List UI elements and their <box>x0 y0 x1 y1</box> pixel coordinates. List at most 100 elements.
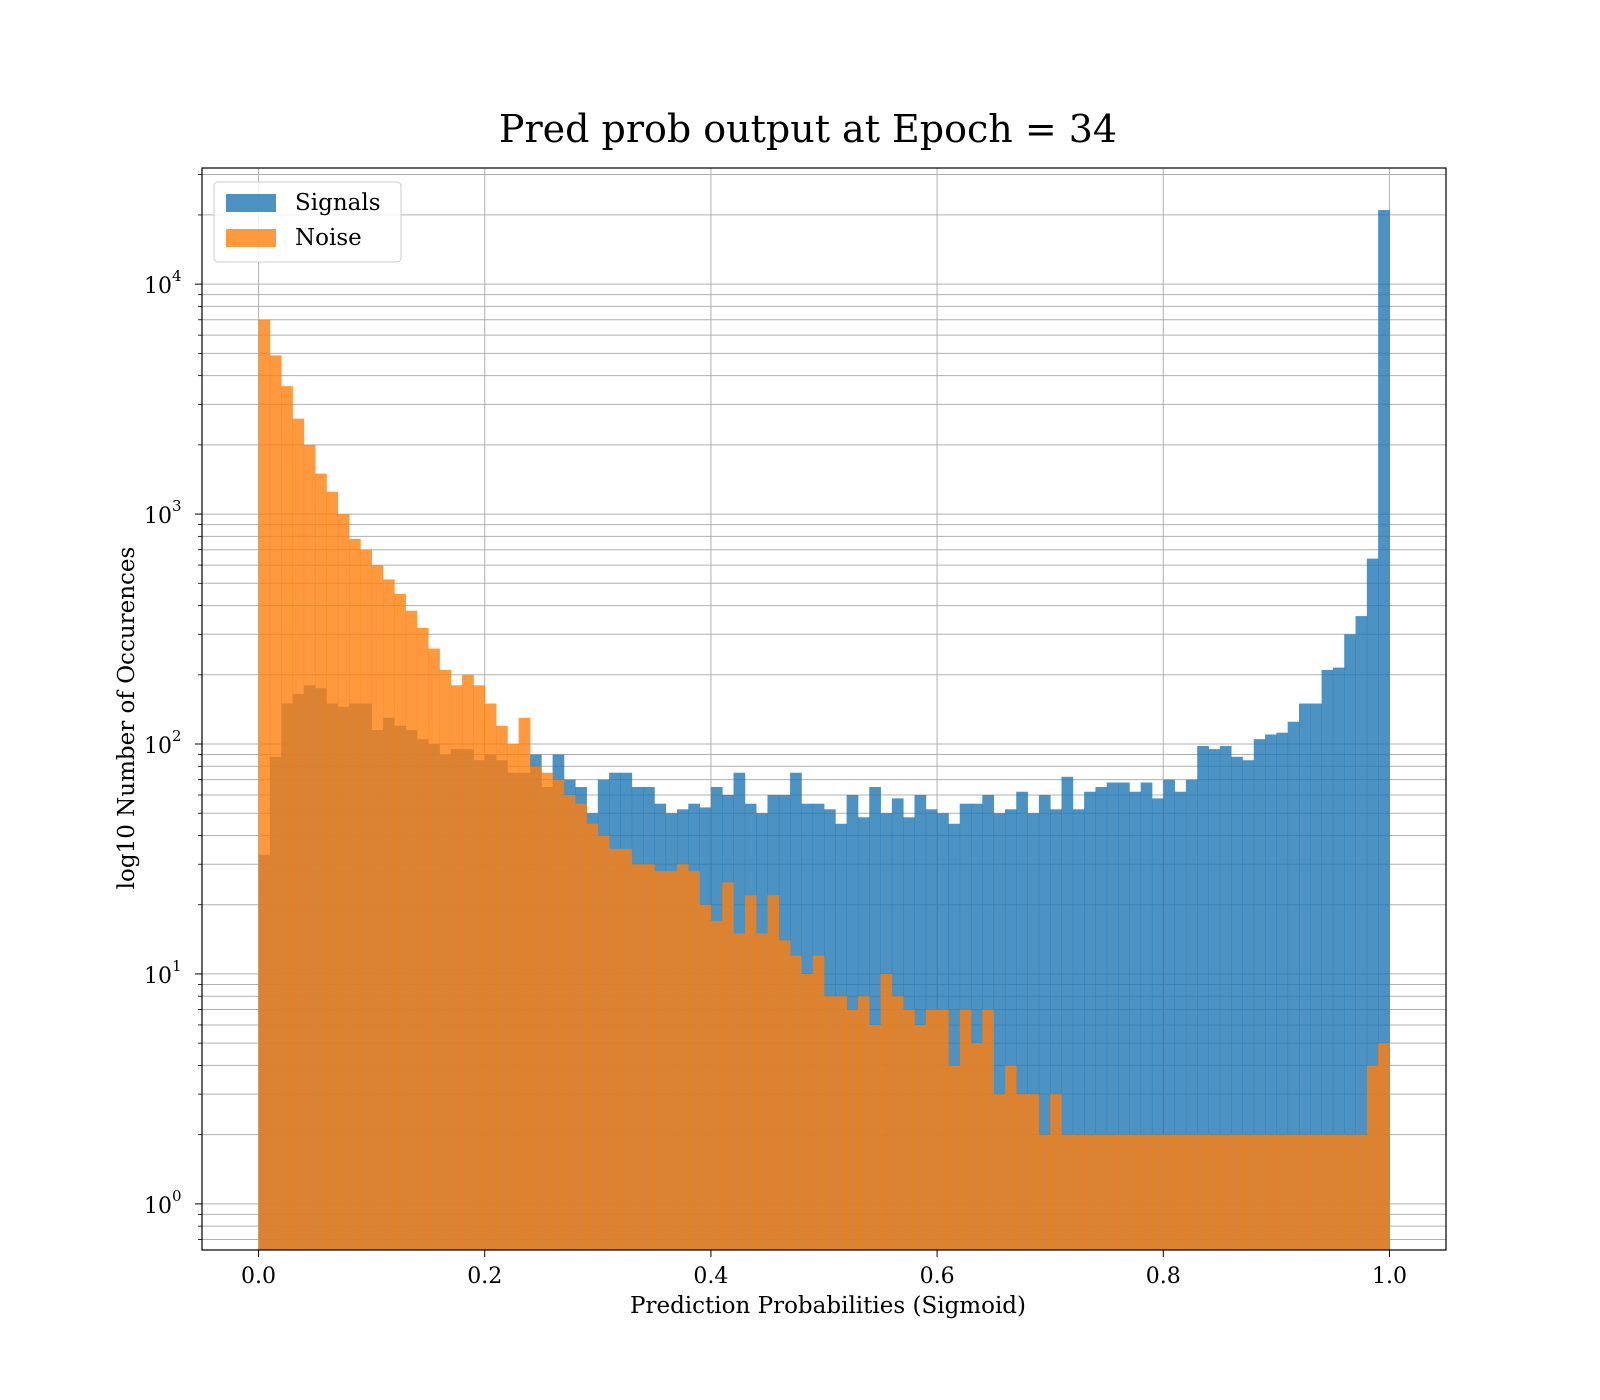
noise-bar <box>563 795 576 1250</box>
noise-bar <box>925 1009 938 1250</box>
noise-bar <box>801 973 814 1250</box>
noise-bar <box>315 473 327 1250</box>
noise-bar <box>665 871 678 1250</box>
noise-bar <box>722 882 734 1250</box>
noise-bar <box>1265 1134 1277 1250</box>
signals-bar <box>1004 809 1017 1250</box>
noise-bar <box>710 920 723 1250</box>
signals-bar <box>1151 798 1164 1250</box>
noise-bar <box>1219 1134 1232 1250</box>
signals-bar <box>1287 721 1300 1250</box>
noise-bar <box>676 864 689 1250</box>
noise-bar <box>439 669 452 1250</box>
signals-bar <box>1355 616 1368 1250</box>
signals-bar <box>1118 782 1130 1250</box>
legend-swatch-signals <box>226 194 276 212</box>
y-tick-label: 10 <box>144 274 172 299</box>
noise-bar <box>303 444 316 1250</box>
noise-bar <box>1287 1134 1300 1250</box>
noise-bar <box>835 996 848 1250</box>
signals-bar <box>1084 791 1096 1250</box>
noise-bar <box>620 848 633 1250</box>
signals-bar <box>1016 791 1028 1250</box>
noise-bar <box>1004 1065 1017 1250</box>
signals-bar <box>1242 760 1255 1250</box>
noise-bar <box>778 940 791 1250</box>
noise-bar <box>269 355 282 1250</box>
noise-bar <box>982 1009 995 1250</box>
noise-bar <box>496 725 508 1250</box>
noise-bar <box>1197 1134 1209 1250</box>
x-tick-label: 0.6 <box>920 1264 955 1289</box>
chart-title: Pred prob output at Epoch = 34 <box>499 107 1117 151</box>
y-tick-exponent: 3 <box>172 497 182 515</box>
y-tick-label: 10 <box>144 504 172 529</box>
x-tick-label: 0.4 <box>693 1264 728 1289</box>
noise-bar <box>1378 1043 1390 1250</box>
signals-bar <box>1219 746 1232 1250</box>
x-tick-label: 0.2 <box>467 1264 502 1289</box>
noise-bar <box>518 717 531 1250</box>
noise-bar <box>1332 1134 1345 1250</box>
noise-bar <box>903 1009 915 1250</box>
signals-bar <box>1163 779 1175 1250</box>
noise-bar <box>1355 1134 1368 1250</box>
noise-bar <box>428 648 440 1250</box>
noise-bar <box>631 864 644 1250</box>
noise-bar <box>1174 1134 1187 1250</box>
signals-bar <box>1106 782 1119 1250</box>
noise-bar <box>371 565 384 1250</box>
noise-bar <box>688 871 700 1250</box>
noise-bar <box>1118 1134 1130 1250</box>
noise-bar <box>1185 1134 1198 1250</box>
noise-bar <box>1050 1094 1062 1250</box>
signals-bar <box>1174 791 1187 1250</box>
noise-bar <box>462 674 474 1250</box>
noise-bar <box>292 418 305 1251</box>
noise-bar <box>767 895 780 1250</box>
legend-label-noise: Noise <box>295 225 362 251</box>
noise-bar <box>416 627 429 1250</box>
noise-bar <box>529 766 542 1250</box>
noise-bar <box>790 955 802 1250</box>
x-tick-label: 0.8 <box>1146 1264 1181 1289</box>
noise-bar <box>1095 1134 1108 1250</box>
signals-bar <box>914 795 927 1250</box>
noise-bar <box>937 1009 949 1250</box>
noise-bar <box>473 685 486 1250</box>
noise-bar <box>1208 1134 1221 1250</box>
plot-frame <box>201 167 1447 1251</box>
signals-bar <box>1050 809 1062 1250</box>
noise-bar <box>1151 1134 1164 1250</box>
signals-bar <box>1344 634 1356 1250</box>
legend-label-signals: Signals <box>295 190 381 216</box>
noise-bar <box>756 933 768 1250</box>
y-tick-exponent: 1 <box>172 957 182 975</box>
noise-bar <box>846 1009 859 1250</box>
noise-bar <box>880 973 893 1250</box>
noise-bar <box>326 491 339 1251</box>
noise-bar <box>597 835 610 1250</box>
noise-bar <box>1321 1134 1334 1250</box>
noise-bar <box>1310 1134 1322 1250</box>
legend-swatch-noise <box>226 229 276 247</box>
noise-bar <box>891 996 904 1250</box>
noise-bar <box>959 1009 972 1250</box>
noise-bar <box>1061 1134 1074 1250</box>
noise-bar <box>948 1065 961 1250</box>
noise-bar <box>1140 1134 1153 1250</box>
noise-bar <box>552 779 565 1250</box>
noise-bar <box>643 864 655 1250</box>
noise-bar <box>405 610 418 1250</box>
signals-bar <box>1321 669 1334 1250</box>
signals-bar <box>1208 749 1221 1250</box>
signals-bar <box>1231 756 1243 1250</box>
noise-bar <box>281 386 293 1251</box>
noise-bar <box>869 1024 881 1250</box>
signals-bar <box>1298 703 1311 1250</box>
signals-bar <box>1095 787 1108 1250</box>
noise-bar <box>1072 1134 1085 1250</box>
signals-bar <box>1265 734 1277 1250</box>
x-axis-label: Prediction Probabilities (Sigmoid) <box>630 1293 1026 1319</box>
